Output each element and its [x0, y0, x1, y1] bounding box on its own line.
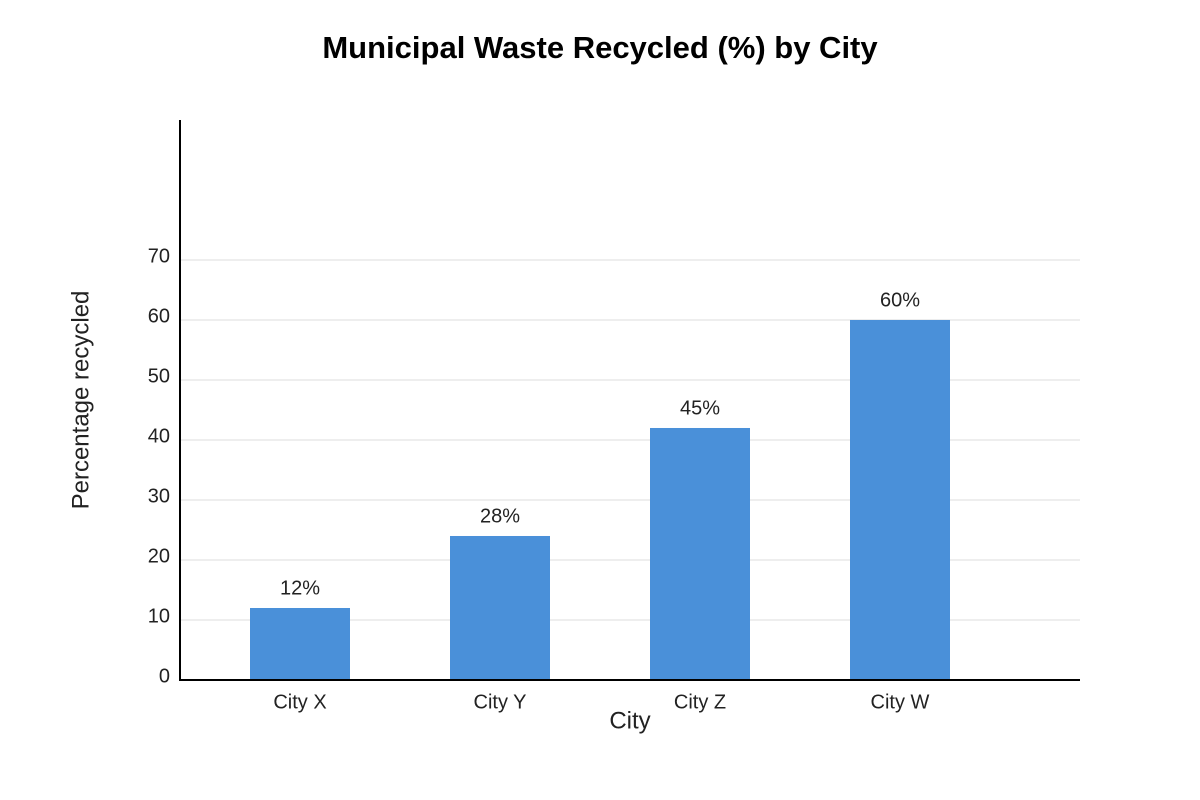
x-axis-label: City [609, 707, 650, 734]
y-tick-label: 40 [148, 425, 170, 447]
y-tick-label: 30 [148, 485, 170, 507]
y-axis-label: Percentage recycled [67, 291, 94, 510]
bar [250, 607, 350, 680]
y-tick-label: 0 [159, 665, 170, 687]
x-tick-label: City W [871, 691, 930, 713]
y-tick-label: 10 [148, 605, 170, 627]
y-tick-label: 20 [148, 545, 170, 567]
x-tick-label: City Z [674, 691, 726, 713]
bar-annotation: 45% [680, 397, 720, 419]
bar-annotation: 12% [280, 577, 320, 599]
y-tick-label: 70 [148, 245, 170, 267]
chart-title: Municipal Waste Recycled (%) by City [322, 30, 878, 65]
bar-annotation: 28% [480, 505, 520, 527]
y-tick-label: 60 [148, 305, 170, 327]
bar-annotation: 60% [880, 289, 920, 311]
bar [650, 427, 750, 680]
x-tick-label: City X [273, 691, 326, 713]
bar [850, 319, 950, 680]
x-tick-label: City Y [474, 691, 527, 713]
bar [450, 535, 550, 680]
y-tick-label: 50 [148, 365, 170, 387]
